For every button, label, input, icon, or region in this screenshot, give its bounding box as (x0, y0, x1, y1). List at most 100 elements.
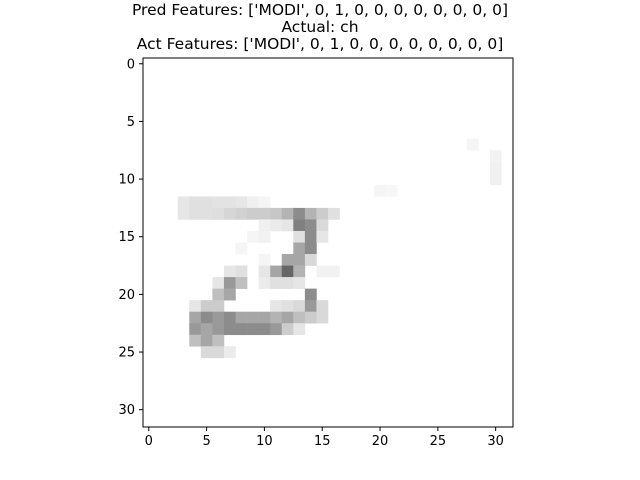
x-tick-label: 30 (487, 434, 504, 449)
heatmap-cell (270, 207, 283, 220)
heatmap-cell (293, 230, 306, 243)
heatmap-cell (223, 265, 236, 278)
y-tick-label: 20 (118, 288, 135, 303)
heatmap-cell (258, 219, 271, 232)
heatmap-cell (316, 230, 329, 243)
chart-title-actual: Actual: ch (281, 18, 359, 36)
heatmap-cell (189, 196, 202, 209)
heatmap-cell (212, 196, 225, 209)
heatmap-cell (316, 300, 329, 312)
heatmap-cell (281, 207, 294, 220)
heatmap-cell (270, 219, 283, 232)
heatmap-cell (281, 277, 294, 289)
heatmap-cell (293, 242, 306, 255)
heatmap-cell (258, 311, 271, 324)
heatmap-cell (293, 219, 306, 232)
heatmap-cell (293, 265, 306, 278)
heatmap-cell (270, 265, 283, 278)
heatmap-cell (304, 242, 317, 255)
heatmap-cell (270, 277, 283, 289)
heatmap-cell (316, 219, 329, 232)
heatmap-cell (489, 161, 502, 174)
heatmap-cell (281, 265, 294, 278)
heatmap-cell (212, 311, 225, 324)
heatmap-cell (212, 323, 225, 336)
heatmap-cell (247, 196, 259, 209)
heatmap-cell (247, 323, 259, 336)
y-tick-label: 25 (118, 346, 135, 361)
chart-title-pred-features: Pred Features: ['MODI', 0, 1, 0, 0, 0, 0… (131, 1, 509, 19)
heatmap-cell (270, 300, 283, 312)
x-tick-label: 5 (202, 434, 210, 449)
y-tick-label: 30 (118, 403, 135, 418)
heatmap-cell (270, 311, 283, 324)
heatmap-cell (223, 323, 236, 336)
heatmap-cell (328, 207, 340, 220)
x-tick-label: 0 (145, 434, 153, 449)
heatmap-cell (258, 207, 271, 220)
heatmap-cell (304, 219, 317, 232)
heatmap-cell (223, 288, 236, 301)
heatmap-cell (385, 184, 398, 197)
heatmap-cell (223, 311, 236, 324)
heatmap-cell (258, 254, 271, 266)
heatmap-cell (304, 300, 317, 312)
heatmap-cell (235, 311, 248, 324)
y-tick-label: 5 (127, 115, 135, 130)
heatmap-cell (200, 300, 213, 312)
axis-ticks: 0 5 10 15 20 25 30 0 5 10 15 20 25 30 (118, 57, 503, 449)
heatmap-cell (304, 254, 317, 266)
heatmap-cell (293, 311, 306, 324)
heatmap-cell (200, 311, 213, 324)
heatmap-cell (212, 300, 225, 312)
heatmap-cell (200, 207, 213, 220)
heatmap-cell (293, 207, 306, 220)
heatmap-cell (258, 196, 271, 209)
heatmap-cell (235, 207, 248, 220)
heatmap-cell (316, 207, 329, 220)
heatmap-cells (143, 58, 513, 427)
heatmap-cell (316, 265, 329, 278)
heatmap-cell (235, 323, 248, 336)
heatmap-cell (212, 288, 225, 301)
heatmap-cell (212, 346, 225, 359)
heatmap-cell (189, 334, 202, 347)
heatmap-cell (177, 207, 190, 220)
heatmap-cell (304, 311, 317, 324)
y-tick-label: 10 (118, 173, 135, 188)
heatmap-cell (374, 184, 387, 197)
heatmap-cell (293, 323, 306, 336)
heatmap-cell (316, 311, 329, 324)
heatmap-cell (247, 207, 259, 220)
heatmap-cell (281, 323, 294, 336)
heatmap-cell (281, 254, 294, 266)
x-tick-label: 10 (256, 434, 273, 449)
heatmap-cell (247, 311, 259, 324)
heatmap-cell (212, 277, 225, 289)
heatmap-cell (200, 346, 213, 359)
x-tick-label: 15 (314, 434, 331, 449)
heatmap-cell (235, 242, 248, 255)
heatmap-cell (212, 334, 225, 347)
heatmap-cell (235, 277, 248, 289)
heatmap-cell (293, 254, 306, 266)
heatmap-cell (200, 334, 213, 347)
heatmap-cell (212, 207, 225, 220)
heatmap-cell (258, 230, 271, 243)
heatmap-cell (293, 300, 306, 312)
heatmap-cell (281, 219, 294, 232)
heatmap-cell (189, 323, 202, 336)
heatmap-cell (247, 230, 259, 243)
heatmap-cell (200, 323, 213, 336)
heatmap-cell (293, 277, 306, 289)
axes-frame (142, 57, 514, 428)
heatmap-cell (189, 311, 202, 324)
y-tick-label: 0 (127, 57, 135, 72)
heatmap-cell (304, 288, 317, 301)
heatmap-cell (223, 277, 236, 289)
x-tick-label: 20 (372, 434, 389, 449)
heatmap-cell (258, 265, 271, 278)
heatmap-cell (489, 150, 502, 163)
heatmap-cell (258, 323, 271, 336)
